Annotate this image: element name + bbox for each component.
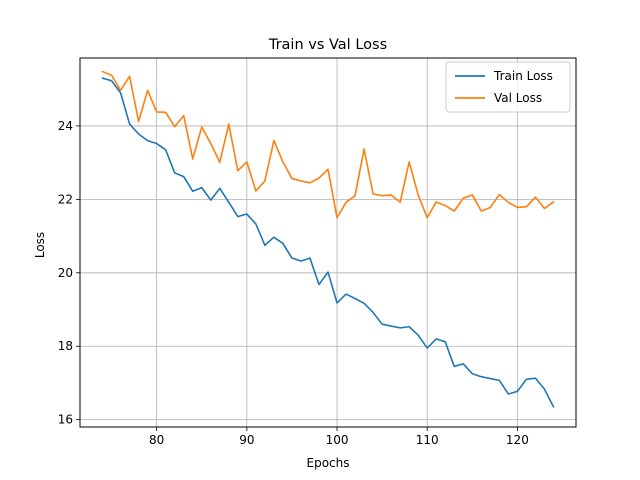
plot-area-frame bbox=[79, 57, 577, 428]
x-tick-label: 100 bbox=[326, 433, 349, 447]
y-tick-label: 18 bbox=[58, 339, 73, 353]
legend: Train Loss Val Loss bbox=[445, 61, 571, 113]
x-tick-label: 90 bbox=[239, 433, 254, 447]
y-tick-label: 16 bbox=[58, 413, 73, 427]
legend-label-val: Val Loss bbox=[494, 91, 542, 105]
y-axis-label: Loss bbox=[33, 232, 47, 258]
chart-title: Train vs Val Loss bbox=[268, 37, 387, 53]
y-tick-label: 20 bbox=[58, 266, 73, 280]
x-tick-label: 110 bbox=[416, 433, 439, 447]
series-lines bbox=[101, 70, 555, 408]
x-axis-label: Epochs bbox=[307, 456, 350, 470]
grid bbox=[80, 58, 576, 427]
x-axis-ticks: 80 90 100 110 120 bbox=[149, 427, 529, 447]
y-tick-label: 24 bbox=[58, 119, 73, 133]
x-tick-label: 120 bbox=[506, 433, 529, 447]
legend-label-train: Train Loss bbox=[493, 69, 553, 83]
legend-box bbox=[445, 61, 571, 113]
y-axis-ticks: 16 18 20 22 24 bbox=[58, 119, 80, 427]
y-tick-label: 22 bbox=[58, 192, 73, 206]
x-tick-label: 80 bbox=[149, 433, 164, 447]
series-line-val-loss bbox=[101, 70, 555, 219]
series-line-train-loss bbox=[101, 77, 555, 408]
